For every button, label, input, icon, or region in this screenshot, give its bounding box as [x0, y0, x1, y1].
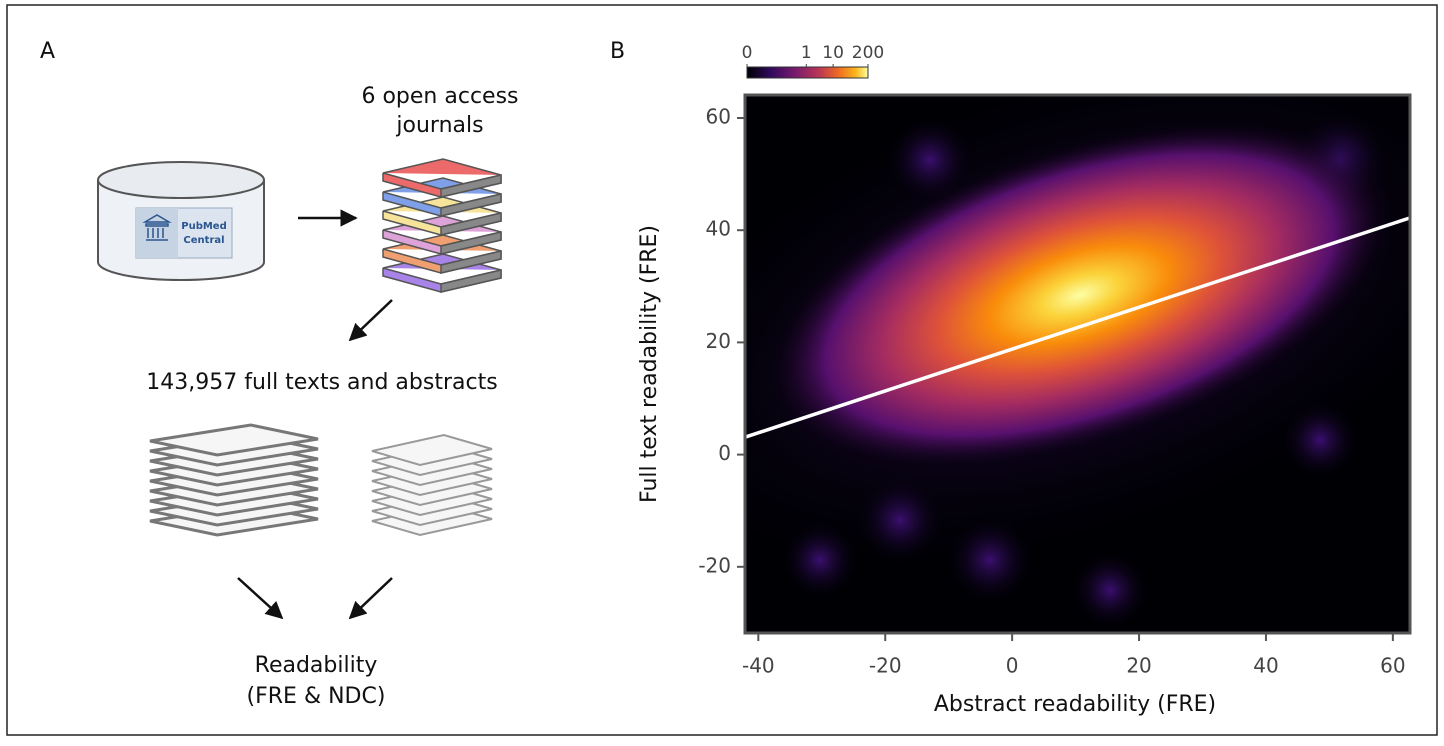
- colorbar-tick-label: 0: [742, 43, 753, 63]
- y-tick-label: 0: [718, 441, 731, 465]
- abstract-stack: [371, 433, 493, 537]
- paper-sheet: [149, 423, 319, 457]
- colorbar-tick-label: 1: [801, 43, 812, 63]
- database-label: PubMed: [181, 221, 227, 232]
- density: [745, 95, 1410, 630]
- panel-label: B: [610, 39, 625, 64]
- plot-frame: [743, 93, 1412, 635]
- x-tick-label: 0: [1006, 654, 1019, 678]
- journal-side: [440, 193, 502, 217]
- journal-stack: [382, 158, 502, 293]
- x-tick-label: -40: [742, 654, 775, 678]
- fit-line: [744, 216, 1411, 439]
- journal-side: [440, 231, 502, 255]
- colorbar-tick-label: 200: [852, 43, 884, 63]
- arrow: [348, 577, 393, 620]
- x-tick-label: 40: [1253, 654, 1278, 678]
- arrow: [237, 577, 284, 620]
- full-text-stack: [149, 423, 319, 537]
- journals-label: journals: [395, 113, 483, 138]
- panel-label: A: [40, 39, 55, 64]
- y-tick-label: 60: [706, 105, 731, 129]
- journal-side: [440, 174, 502, 198]
- paper-sheet: [371, 433, 493, 467]
- output-label: (FRE & NDC): [247, 684, 386, 709]
- journal-side: [440, 269, 502, 293]
- journal-side: [440, 212, 502, 236]
- x-tick-label: 20: [1126, 654, 1151, 678]
- colorbar: [746, 66, 869, 79]
- database-label: Central: [183, 235, 224, 246]
- database-icon: [97, 161, 265, 281]
- x-axis-label: Abstract readability (FRE): [934, 692, 1216, 717]
- corpus-label: 143,957 full texts and abstracts: [146, 370, 497, 395]
- y-tick-label: -20: [698, 553, 731, 577]
- y-tick-label: 40: [706, 217, 731, 241]
- y-tick-label: 20: [706, 329, 731, 353]
- x-tick-label: -20: [869, 654, 902, 678]
- output-label: Readability: [255, 653, 378, 678]
- journal-side: [440, 250, 502, 274]
- journals-label: 6 open access: [361, 84, 518, 109]
- x-tick-label: 60: [1380, 654, 1405, 678]
- colorbar-tick-label: 10: [822, 43, 844, 63]
- y-axis-label: Full text readability (FRE): [637, 225, 662, 503]
- arrow: [348, 299, 393, 342]
- figure-border: [6, 4, 1438, 736]
